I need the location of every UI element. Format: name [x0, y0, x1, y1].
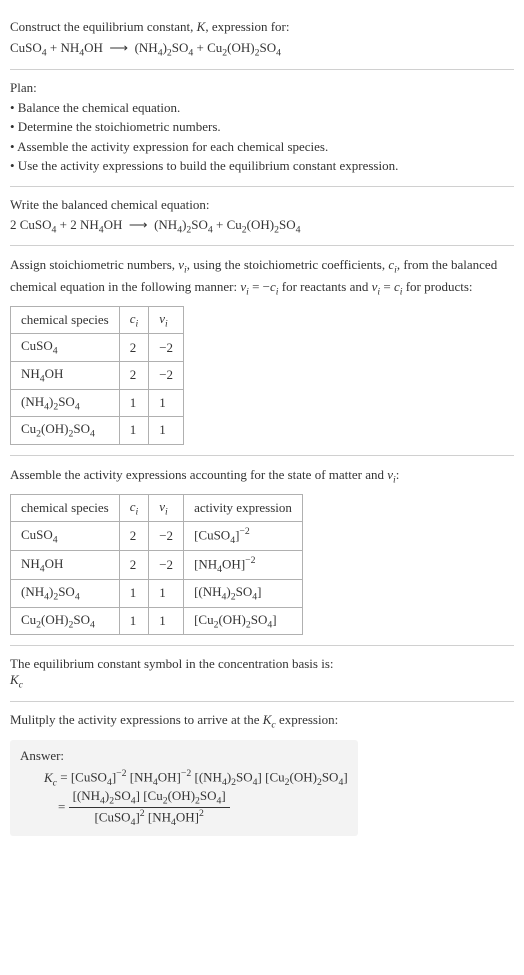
plan-item: • Determine the stoichiometric numbers. [10, 117, 514, 137]
cell-c: 1 [119, 389, 149, 417]
col-c: ci [119, 306, 149, 334]
table-row: CuSO4 2 −2 [CuSO4]−2 [11, 522, 303, 551]
balanced-equation: 2 CuSO4 + 2 NH4OH ⟶ (NH4)2SO4 + Cu2(OH)2… [10, 217, 514, 236]
activity-text: Assemble the activity expressions accoun… [10, 466, 514, 488]
final-title: Mulitply the activity expressions to arr… [10, 712, 514, 731]
cell-expr: [NH4OH]−2 [184, 551, 303, 580]
table-row: (NH4)2SO4 1 1 [(NH4)2SO4] [11, 579, 303, 607]
table-header-row: chemical species ci νi [11, 306, 184, 334]
cell-c: 2 [119, 522, 149, 551]
plan-title: Plan: [10, 80, 514, 96]
cell-species: (NH4)2SO4 [11, 389, 120, 417]
cell-species: CuSO4 [11, 522, 120, 551]
answer-label: Answer: [20, 748, 348, 764]
plan-item: • Balance the chemical equation. [10, 98, 514, 118]
kc-symbol-section: The equilibrium constant symbol in the c… [10, 646, 514, 702]
stoich-table: chemical species ci νi CuSO4 2 −2 NH4OH … [10, 306, 184, 445]
activity-section: Assemble the activity expressions accoun… [10, 456, 514, 646]
balanced-section: Write the balanced chemical equation: 2 … [10, 187, 514, 247]
cell-species: NH4OH [11, 551, 120, 580]
table-row: CuSO4 2 −2 [11, 334, 184, 362]
cell-species: NH4OH [11, 362, 120, 390]
cell-v: 1 [149, 389, 184, 417]
col-species: chemical species [11, 306, 120, 334]
cell-species: (NH4)2SO4 [11, 579, 120, 607]
cell-v: 1 [149, 417, 184, 445]
cell-c: 1 [119, 417, 149, 445]
cell-c: 2 [119, 334, 149, 362]
col-species: chemical species [11, 494, 120, 522]
balanced-title: Write the balanced chemical equation: [10, 197, 514, 213]
cell-v: −2 [149, 522, 184, 551]
cell-v: −2 [149, 362, 184, 390]
col-v: νi [149, 306, 184, 334]
table-row: Cu2(OH)2SO4 1 1 [Cu2(OH)2SO4] [11, 607, 303, 635]
cell-expr: [(NH4)2SO4] [184, 579, 303, 607]
cell-c: 2 [119, 362, 149, 390]
kc-expression-line2: = [(NH4)2SO4] [Cu2(OH)2SO4] [CuSO4]2 [NH… [58, 788, 348, 828]
col-c: ci [119, 494, 149, 522]
kc-expression-line1: Kc = [CuSO4]−2 [NH4OH]−2 [(NH4)2SO4] [Cu… [44, 768, 348, 788]
cell-v: 1 [149, 579, 184, 607]
activity-table: chemical species ci νi activity expressi… [10, 494, 303, 636]
cell-v: −2 [149, 334, 184, 362]
cell-c: 1 [119, 579, 149, 607]
table-row: NH4OH 2 −2 [NH4OH]−2 [11, 551, 303, 580]
plan-section: Plan: • Balance the chemical equation. •… [10, 70, 514, 187]
cell-expr: [Cu2(OH)2SO4] [184, 607, 303, 635]
cell-v: −2 [149, 551, 184, 580]
stoich-text: Assign stoichiometric numbers, νi, using… [10, 256, 514, 299]
question-section: Construct the equilibrium constant, K, e… [10, 8, 514, 70]
question-equation: CuSO4 + NH4OH ⟶ (NH4)2SO4 + Cu2(OH)2SO4 [10, 40, 514, 59]
table-row: NH4OH 2 −2 [11, 362, 184, 390]
cell-species: Cu2(OH)2SO4 [11, 607, 120, 635]
kc-symbol-line2: Kc [10, 672, 514, 691]
cell-c: 1 [119, 607, 149, 635]
cell-c: 2 [119, 551, 149, 580]
table-header-row: chemical species ci νi activity expressi… [11, 494, 303, 522]
answer-box: Answer: Kc = [CuSO4]−2 [NH4OH]−2 [(NH4)2… [10, 740, 358, 835]
cell-expr: [CuSO4]−2 [184, 522, 303, 551]
kc-symbol-line1: The equilibrium constant symbol in the c… [10, 656, 514, 672]
cell-v: 1 [149, 607, 184, 635]
cell-species: Cu2(OH)2SO4 [11, 417, 120, 445]
cell-species: CuSO4 [11, 334, 120, 362]
question-line: Construct the equilibrium constant, K, e… [10, 18, 514, 36]
plan-item: • Use the activity expressions to build … [10, 156, 514, 176]
col-v: νi [149, 494, 184, 522]
stoich-section: Assign stoichiometric numbers, νi, using… [10, 246, 514, 455]
table-row: Cu2(OH)2SO4 1 1 [11, 417, 184, 445]
table-row: (NH4)2SO4 1 1 [11, 389, 184, 417]
col-expr: activity expression [184, 494, 303, 522]
plan-item: • Assemble the activity expression for e… [10, 137, 514, 157]
final-section: Mulitply the activity expressions to arr… [10, 702, 514, 846]
